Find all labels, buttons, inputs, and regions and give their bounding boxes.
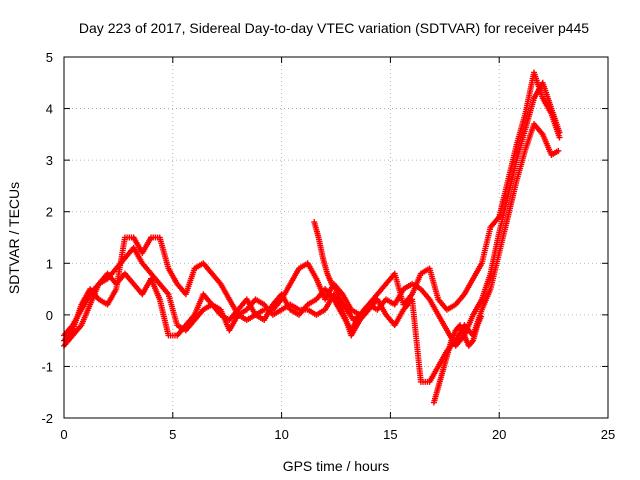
x-tick-label: 5 [169,427,176,442]
grid-lines [64,57,608,418]
series-track-a [61,79,563,349]
y-tick-label: -2 [41,411,53,426]
y-tick-label: 3 [46,153,53,168]
series-track-b [61,69,563,344]
data-points [61,69,563,406]
x-tick-label: 20 [492,427,506,442]
data-point [469,338,475,345]
series-track-e [430,313,485,406]
y-tick-label: 0 [46,308,53,323]
y-tick-label: 1 [46,256,53,271]
y-tick-label: 2 [46,205,53,220]
x-tick-label: 25 [601,427,615,442]
data-point [556,134,563,141]
data-point [331,284,338,291]
data-point [555,147,562,154]
y-tick-label: 5 [46,50,53,65]
series-track-d [311,219,375,324]
y-tick-label: -1 [41,359,53,374]
data-point [368,302,375,309]
x-axis-label: GPS time / hours [283,458,390,474]
y-axis-label: SDTVAR / TECUs [6,182,22,294]
series-track-c [61,121,562,385]
x-tick-label: 0 [60,427,67,442]
y-tick-label: 4 [46,102,53,117]
data-point [478,313,485,320]
chart-title: Day 223 of 2017, Sidereal Day-to-day VTE… [79,20,589,36]
plot-frame [63,56,609,419]
x-tick-label: 15 [383,427,397,442]
x-tick-label: 10 [274,427,288,442]
